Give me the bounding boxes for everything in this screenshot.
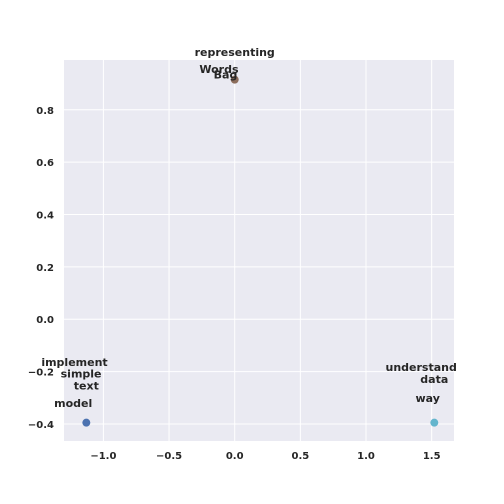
word-annotation: Words [199, 63, 239, 76]
x-tick-label: 1.0 [357, 451, 375, 462]
word-annotation: text [74, 379, 99, 392]
y-tick-label: 0.8 [36, 106, 54, 117]
word-annotation: implement [41, 356, 107, 369]
y-tick-label: 0.4 [36, 210, 54, 221]
plot-area [64, 60, 454, 441]
y-tick-label: 0.6 [36, 158, 54, 169]
x-tick-label: 1.5 [423, 451, 441, 462]
data-point [230, 75, 239, 84]
word-annotation: representing [195, 46, 275, 59]
word-annotation: way [416, 392, 440, 405]
word-annotation: Bag [214, 68, 238, 81]
x-tick-label: 0.5 [292, 451, 310, 462]
word-annotation: simple [61, 368, 102, 381]
x-tick-label: 0.0 [226, 451, 244, 462]
x-tick-label: −0.5 [156, 451, 182, 462]
data-point [430, 418, 439, 427]
word-annotation: understand [385, 361, 456, 374]
x-tick-label: −1.0 [90, 451, 116, 462]
word-annotation: data [420, 373, 448, 386]
word-annotation: model [54, 397, 92, 410]
y-tick-label: −0.2 [28, 368, 54, 379]
y-tick-label: 0.2 [36, 263, 54, 274]
y-tick-label: −0.4 [28, 420, 54, 431]
y-tick-label: 0.0 [36, 315, 54, 326]
data-point [82, 418, 91, 427]
